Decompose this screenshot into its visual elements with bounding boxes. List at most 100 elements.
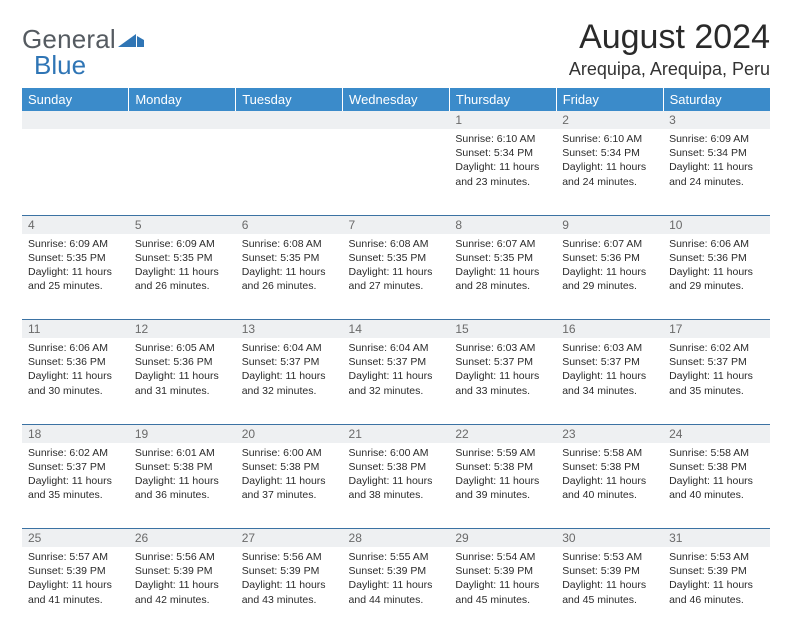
weekday-header: Friday: [556, 88, 663, 111]
daylight-line: Daylight: 11 hours and 41 minutes.: [28, 578, 123, 606]
sunrise-line: Sunrise: 6:08 AM: [242, 237, 337, 251]
sunrise-line: Sunrise: 6:10 AM: [455, 132, 550, 146]
sunrise-line: Sunrise: 6:02 AM: [669, 341, 764, 355]
calendar-day-cell: Sunrise: 6:07 AMSunset: 5:36 PMDaylight:…: [556, 234, 663, 320]
calendar-day-cell: [129, 129, 236, 215]
day-number-cell: 5: [129, 215, 236, 234]
sunrise-line: Sunrise: 6:04 AM: [242, 341, 337, 355]
sunrise-line: Sunrise: 5:56 AM: [242, 550, 337, 564]
day-number-cell: 4: [22, 215, 129, 234]
sunrise-line: Sunrise: 5:57 AM: [28, 550, 123, 564]
daylight-line: Daylight: 11 hours and 29 minutes.: [669, 265, 764, 293]
day-number: 10: [669, 218, 682, 232]
daylight-line: Daylight: 11 hours and 26 minutes.: [135, 265, 230, 293]
calendar-day-cell: Sunrise: 6:05 AMSunset: 5:36 PMDaylight:…: [129, 338, 236, 424]
calendar-day-cell: Sunrise: 6:04 AMSunset: 5:37 PMDaylight:…: [343, 338, 450, 424]
sunset-line: Sunset: 5:36 PM: [562, 251, 657, 265]
calendar-week-row: Sunrise: 6:06 AMSunset: 5:36 PMDaylight:…: [22, 338, 770, 424]
daylight-line: Daylight: 11 hours and 36 minutes.: [135, 474, 230, 502]
daylight-line: Daylight: 11 hours and 39 minutes.: [455, 474, 550, 502]
day-number-cell: 17: [663, 320, 770, 339]
daylight-line: Daylight: 11 hours and 29 minutes.: [562, 265, 657, 293]
sunrise-line: Sunrise: 5:55 AM: [349, 550, 444, 564]
sunset-line: Sunset: 5:37 PM: [349, 355, 444, 369]
daylight-line: Daylight: 11 hours and 26 minutes.: [242, 265, 337, 293]
calendar-day-cell: Sunrise: 6:03 AMSunset: 5:37 PMDaylight:…: [449, 338, 556, 424]
sunset-line: Sunset: 5:34 PM: [455, 146, 550, 160]
sunset-line: Sunset: 5:35 PM: [135, 251, 230, 265]
day-number: 25: [28, 531, 41, 545]
page: General August 2024 Arequipa, Arequipa, …: [0, 0, 792, 612]
day-number-cell: 10: [663, 215, 770, 234]
day-number-cell: 13: [236, 320, 343, 339]
calendar-day-cell: Sunrise: 5:59 AMSunset: 5:38 PMDaylight:…: [449, 443, 556, 529]
calendar-day-cell: [343, 129, 450, 215]
day-number: 17: [669, 322, 682, 336]
calendar-day-cell: Sunrise: 6:02 AMSunset: 5:37 PMDaylight:…: [22, 443, 129, 529]
day-number-cell: 20: [236, 424, 343, 443]
daylight-line: Daylight: 11 hours and 25 minutes.: [28, 265, 123, 293]
day-number: 2: [562, 113, 569, 127]
daylight-line: Daylight: 11 hours and 24 minutes.: [669, 160, 764, 188]
day-number-cell: 14: [343, 320, 450, 339]
daylight-line: Daylight: 11 hours and 23 minutes.: [455, 160, 550, 188]
sunset-line: Sunset: 5:34 PM: [669, 146, 764, 160]
day-number: 22: [455, 427, 468, 441]
sunset-line: Sunset: 5:38 PM: [669, 460, 764, 474]
calendar-day-cell: Sunrise: 5:58 AMSunset: 5:38 PMDaylight:…: [556, 443, 663, 529]
day-number-cell: 6: [236, 215, 343, 234]
day-number-cell: 30: [556, 529, 663, 548]
daylight-line: Daylight: 11 hours and 34 minutes.: [562, 369, 657, 397]
month-title: August 2024: [569, 18, 770, 57]
calendar-week-row: Sunrise: 6:02 AMSunset: 5:37 PMDaylight:…: [22, 443, 770, 529]
day-number-cell: 31: [663, 529, 770, 548]
calendar-day-cell: Sunrise: 6:08 AMSunset: 5:35 PMDaylight:…: [343, 234, 450, 320]
sunset-line: Sunset: 5:37 PM: [242, 355, 337, 369]
day-number-cell: 29: [449, 529, 556, 548]
day-number-cell: 7: [343, 215, 450, 234]
sunrise-line: Sunrise: 6:06 AM: [28, 341, 123, 355]
calendar-day-cell: Sunrise: 5:58 AMSunset: 5:38 PMDaylight:…: [663, 443, 770, 529]
day-number: 6: [242, 218, 249, 232]
day-number-cell: 19: [129, 424, 236, 443]
day-number: 30: [562, 531, 575, 545]
day-number: 27: [242, 531, 255, 545]
sunset-line: Sunset: 5:35 PM: [28, 251, 123, 265]
sunrise-line: Sunrise: 5:53 AM: [669, 550, 764, 564]
sunrise-line: Sunrise: 5:53 AM: [562, 550, 657, 564]
sunset-line: Sunset: 5:37 PM: [562, 355, 657, 369]
daylight-line: Daylight: 11 hours and 46 minutes.: [669, 578, 764, 606]
day-number-cell: 11: [22, 320, 129, 339]
sunrise-line: Sunrise: 6:05 AM: [135, 341, 230, 355]
weekday-header: Tuesday: [236, 88, 343, 111]
sunset-line: Sunset: 5:36 PM: [28, 355, 123, 369]
day-number-cell: 9: [556, 215, 663, 234]
sunrise-line: Sunrise: 5:59 AM: [455, 446, 550, 460]
sunrise-line: Sunrise: 6:10 AM: [562, 132, 657, 146]
day-number: 28: [349, 531, 362, 545]
daylight-line: Daylight: 11 hours and 45 minutes.: [562, 578, 657, 606]
sunset-line: Sunset: 5:38 PM: [242, 460, 337, 474]
day-number-cell: 15: [449, 320, 556, 339]
day-number: 20: [242, 427, 255, 441]
day-number: 18: [28, 427, 41, 441]
sunset-line: Sunset: 5:36 PM: [135, 355, 230, 369]
day-number: 15: [455, 322, 468, 336]
sunrise-line: Sunrise: 6:07 AM: [562, 237, 657, 251]
calendar-body: 123Sunrise: 6:10 AMSunset: 5:34 PMDaylig…: [22, 111, 770, 633]
calendar-day-cell: Sunrise: 5:53 AMSunset: 5:39 PMDaylight:…: [663, 547, 770, 633]
calendar-day-cell: Sunrise: 6:09 AMSunset: 5:35 PMDaylight:…: [22, 234, 129, 320]
calendar-day-cell: Sunrise: 5:57 AMSunset: 5:39 PMDaylight:…: [22, 547, 129, 633]
calendar-day-cell: Sunrise: 6:06 AMSunset: 5:36 PMDaylight:…: [22, 338, 129, 424]
sunrise-line: Sunrise: 5:58 AM: [669, 446, 764, 460]
sunrise-line: Sunrise: 6:00 AM: [349, 446, 444, 460]
day-number: 12: [135, 322, 148, 336]
sunrise-line: Sunrise: 6:03 AM: [455, 341, 550, 355]
calendar-day-cell: Sunrise: 6:00 AMSunset: 5:38 PMDaylight:…: [343, 443, 450, 529]
sunrise-line: Sunrise: 6:07 AM: [455, 237, 550, 251]
sunrise-line: Sunrise: 6:09 AM: [28, 237, 123, 251]
day-number: 19: [135, 427, 148, 441]
day-number-cell: 26: [129, 529, 236, 548]
day-number-cell: [236, 111, 343, 129]
calendar-day-cell: Sunrise: 6:10 AMSunset: 5:34 PMDaylight:…: [449, 129, 556, 215]
